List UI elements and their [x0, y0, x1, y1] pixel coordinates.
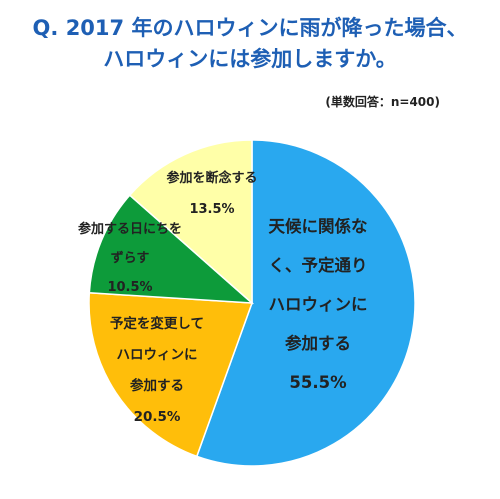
pie-category-label-weather-regardless: 参加する [285, 333, 351, 353]
pie-value-label-weather-regardless: 55.5% [289, 373, 347, 392]
chart-title-line-2: ハロウィンには参加しますか。 [103, 47, 397, 71]
sample-size-note: (単数回答：n=400) [325, 95, 440, 109]
pie-slice-give-up [128, 139, 253, 305]
pie-slices [88, 139, 416, 467]
pie-labels: 天候に関係なく、予定通りハロウィンに参加する55.5%予定を変更してハロウィンに… [78, 170, 368, 425]
pie-value-label-shift-date: 10.5% [107, 280, 152, 295]
pie-value-label-change-plans: 20.5% [134, 409, 181, 425]
pie-category-label-change-plans: 参加する [130, 377, 184, 394]
pie-category-label-change-plans: 予定を変更して [110, 315, 204, 332]
chart-title-line-1: Q. 2017 年のハロウィンに雨が降った場合、 [32, 16, 468, 40]
pie-slice-shift-date [88, 194, 255, 304]
pie-category-label-shift-date: ずらす [111, 250, 150, 266]
pie-category-label-shift-date: 参加する日にちを [78, 221, 182, 237]
pie-slice-change-plans [88, 291, 254, 458]
pie-slice-weather-regardless [195, 139, 416, 467]
pie-category-label-change-plans: ハロウィンに [117, 347, 198, 363]
pie-category-label-give-up: 参加を断念する [166, 170, 257, 186]
pie-category-label-weather-regardless: 天候に関係な [269, 216, 368, 236]
pie-category-label-weather-regardless: く、予定通り [269, 255, 368, 275]
pie-category-label-weather-regardless: ハロウィンに [269, 295, 368, 314]
pie-value-label-give-up: 13.5% [189, 202, 234, 217]
